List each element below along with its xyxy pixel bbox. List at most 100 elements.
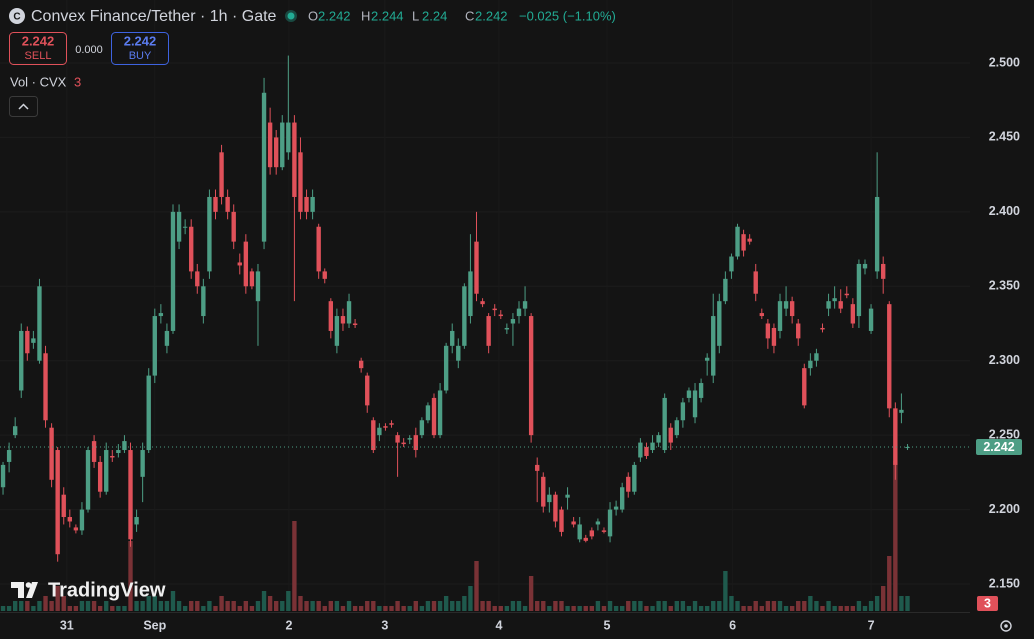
volume-bar: [43, 596, 48, 611]
symbol-title[interactable]: Convex Finance/Tether · 1h · Gate: [31, 8, 277, 25]
volume-bar: [164, 601, 170, 611]
y-tick-label: 2.500: [989, 55, 1020, 69]
candle-body: [547, 494, 552, 503]
volume-bar: [674, 601, 679, 611]
volume-bar: [443, 596, 449, 611]
volume-bar: [437, 601, 443, 611]
volume-bar: [826, 601, 831, 611]
spread: 0.000: [75, 44, 103, 56]
sell-button[interactable]: [9, 32, 67, 65]
volume-bar: [668, 606, 673, 611]
volume-bar: [462, 596, 467, 611]
volume-bar: [146, 596, 151, 611]
volume-bar: [12, 601, 18, 611]
candle-body: [255, 271, 261, 302]
candle-body: [808, 360, 813, 369]
volume-bar: [116, 606, 121, 611]
volume-bar: [565, 606, 570, 611]
candle-body: [261, 92, 267, 242]
volume-bar: [91, 601, 97, 611]
candle-body: [158, 313, 164, 317]
candle-body: [796, 323, 801, 339]
candle-body: [237, 262, 242, 266]
volume-bar: [158, 601, 164, 611]
volume-bar: [644, 606, 649, 611]
volume-bar: [595, 601, 601, 611]
volume-bar: [322, 606, 327, 611]
volume-bar: [61, 596, 66, 611]
volume-bar: [79, 601, 85, 611]
y-tick-label: 2.200: [989, 502, 1020, 516]
candle-body: [783, 301, 789, 309]
candle-body: [298, 152, 303, 212]
volume-bar: [741, 606, 746, 611]
volume-bar: [619, 606, 625, 611]
volume-bar: [474, 561, 479, 611]
candle-body: [286, 122, 291, 153]
candle-body: [844, 293, 849, 296]
candle-body: [589, 530, 595, 537]
candle-body: [395, 435, 400, 443]
candle-body: [765, 323, 771, 339]
settings-icon[interactable]: [1000, 620, 1012, 632]
candle-body: [692, 390, 698, 418]
x-tick-label: 2: [285, 618, 292, 632]
candle-body: [316, 226, 321, 272]
candle-body: [170, 211, 176, 331]
volume-bar: [31, 606, 36, 611]
candle-body: [747, 238, 752, 242]
collapse-button[interactable]: [9, 96, 38, 117]
volume-bar: [280, 601, 285, 611]
price-pane: [0, 55, 910, 562]
candle-body: [650, 442, 655, 451]
volume-bar: [698, 606, 704, 611]
candle-body: [140, 450, 145, 477]
candle-body: [12, 426, 18, 436]
volume-bar: [735, 601, 740, 611]
volume-bar: [547, 606, 552, 611]
volume-bar: [304, 601, 309, 611]
candle-body: [516, 308, 522, 317]
candle-body: [771, 327, 777, 346]
y-tick-label: 2.250: [989, 427, 1020, 441]
candle-body: [905, 447, 910, 449]
candle-body: [346, 301, 352, 324]
candle-body: [37, 286, 42, 361]
volume-bar: [358, 606, 364, 611]
volume-bar: [729, 596, 734, 611]
volume-bar: [316, 601, 321, 611]
candle-body: [674, 420, 679, 436]
candle-body: [638, 442, 643, 458]
volume-bar: [122, 606, 127, 611]
x-tick-label: 31: [60, 618, 74, 632]
candle-body: [164, 330, 170, 346]
volume-bar: [638, 601, 643, 611]
volume-bar: [383, 606, 388, 611]
candle-body: [213, 196, 218, 212]
close-value: 2.242: [475, 8, 508, 23]
volume-bar: [711, 601, 716, 611]
candle-body: [802, 368, 807, 406]
volume-bar: [759, 606, 764, 611]
volume-bar: [541, 601, 546, 611]
candle-body: [468, 271, 473, 317]
volume-title: Vol · CVX: [10, 74, 67, 89]
volume-bar: [0, 606, 6, 611]
volume-bar: [820, 606, 825, 611]
volume-bar: [450, 601, 455, 611]
volume-tag-label: 3: [984, 596, 991, 610]
candle-body: [474, 241, 479, 294]
volume-bar: [182, 606, 188, 611]
candle-body: [777, 301, 783, 331]
volume-bar: [55, 586, 60, 611]
candle-body: [583, 537, 588, 541]
volume-bar: [85, 601, 91, 611]
candle-body: [856, 263, 862, 317]
candle-body: [365, 375, 370, 406]
volume-bar: [340, 606, 346, 611]
buy-button[interactable]: [111, 32, 169, 65]
candle-body: [729, 256, 734, 272]
volume-bar: [25, 601, 30, 611]
candle-body: [753, 271, 758, 294]
